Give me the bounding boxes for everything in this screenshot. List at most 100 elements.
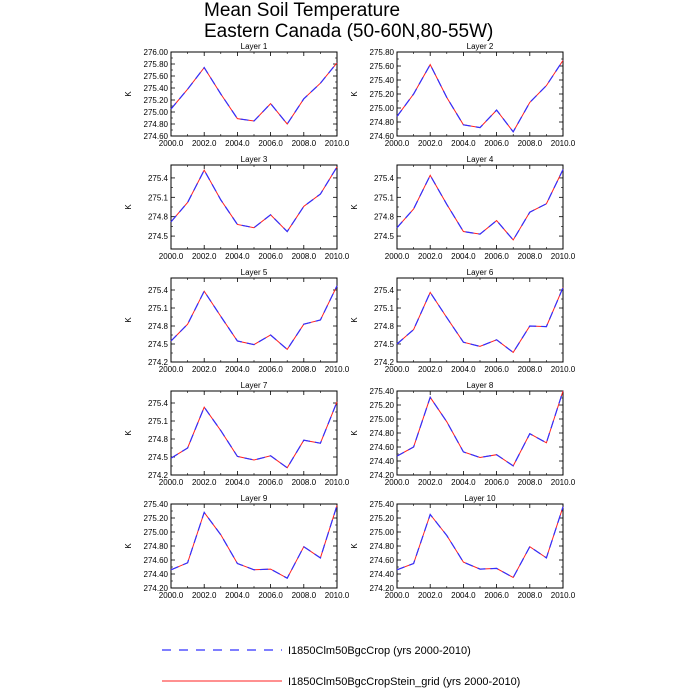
plot-frame — [396, 503, 564, 589]
y-tick-label: 275.20 — [370, 514, 395, 523]
y-tick-label: 274.80 — [144, 542, 169, 551]
series-line-2 — [170, 62, 338, 125]
series-line-2 — [396, 60, 564, 133]
series-line-2 — [170, 505, 338, 579]
series-line-1 — [396, 287, 564, 354]
plot-frame — [170, 503, 338, 589]
y-tick-label: 274.60 — [144, 132, 169, 141]
x-tick-label: 2006.0 — [484, 478, 509, 487]
x-tick-label: 2008.0 — [292, 478, 317, 487]
y-tick-label: 275.40 — [370, 387, 395, 396]
x-tick-label: 2006.0 — [484, 365, 509, 374]
x-tick-label: 2000.0 — [385, 478, 410, 487]
y-tick-label: 274.20 — [370, 584, 395, 593]
y-tick-label: 275.20 — [144, 96, 169, 105]
x-tick-label: 2006.0 — [484, 139, 509, 148]
y-axis-label: K — [124, 543, 133, 549]
x-tick-label: 2006.0 — [484, 591, 509, 600]
x-tick-label: 2010.0 — [325, 139, 350, 148]
y-axis-label: K — [124, 430, 133, 436]
x-tick-label: 2008.0 — [518, 365, 543, 374]
x-tick-label: 2008.0 — [518, 478, 543, 487]
series-line-1 — [170, 401, 338, 469]
legend: I1850Clm50BgcCrop (yrs 2000-2010) I1850Cl… — [162, 645, 520, 688]
series-line-2 — [396, 169, 564, 241]
x-tick-label: 2008.0 — [518, 591, 543, 600]
panel-layer-10: Layer 10 274.20 274.40 274.60 274.80 275.00 27… — [350, 494, 576, 600]
y-tick-label: 275.1 — [374, 193, 395, 202]
x-tick-label: 2004.0 — [225, 478, 250, 487]
series-line-2 — [396, 506, 564, 579]
x-tick-label: 2000.0 — [159, 252, 184, 261]
y-tick-label: 274.8 — [148, 213, 169, 222]
y-axis-label: K — [350, 543, 359, 549]
x-tick-label: 2004.0 — [225, 139, 250, 148]
y-axis-label: K — [124, 317, 133, 323]
y-tick-label: 274.40 — [370, 570, 395, 579]
panel-title: Layer 2 — [467, 42, 494, 51]
y-tick-label: 275.1 — [148, 304, 169, 313]
series-line-1 — [170, 166, 338, 233]
y-tick-label: 274.5 — [148, 453, 169, 462]
x-tick-label: 2000.0 — [159, 591, 184, 600]
panel-layer-3: Layer 3 274.5 274.8 275.1 275.4 2000.0 2002.0 2… — [124, 155, 350, 261]
y-tick-label: 275.00 — [370, 415, 395, 424]
y-axis-label: K — [350, 204, 359, 210]
y-tick-label: 275.40 — [144, 84, 169, 93]
y-tick-label: 275.1 — [374, 304, 395, 313]
y-tick-label: 274.60 — [144, 556, 169, 565]
y-tick-label: 275.1 — [148, 193, 169, 202]
x-tick-label: 2000.0 — [385, 591, 410, 600]
y-tick-label: 274.80 — [144, 120, 169, 129]
y-tick-label: 274.20 — [144, 584, 169, 593]
x-tick-label: 2004.0 — [225, 591, 250, 600]
plot-frame — [396, 390, 564, 476]
y-tick-label: 274.8 — [148, 322, 169, 331]
y-axis-label: K — [350, 430, 359, 436]
x-tick-label: 2002.0 — [418, 478, 443, 487]
panel-title: Layer 8 — [467, 381, 494, 390]
y-tick-label: 275.1 — [148, 417, 169, 426]
y-tick-label: 275.4 — [148, 286, 169, 295]
x-tick-label: 2000.0 — [385, 252, 410, 261]
y-tick-label: 274.60 — [370, 132, 395, 141]
y-tick-label: 274.8 — [374, 322, 395, 331]
plot-frame — [396, 277, 564, 363]
y-tick-label: 274.8 — [148, 435, 169, 444]
x-tick-label: 2008.0 — [292, 139, 317, 148]
panel-title: Layer 3 — [241, 155, 268, 164]
x-tick-label: 2004.0 — [451, 252, 476, 261]
y-tick-label: 275.40 — [370, 500, 395, 509]
x-tick-label: 2002.0 — [192, 478, 217, 487]
series-line-2 — [170, 401, 338, 469]
x-tick-label: 2006.0 — [484, 252, 509, 261]
series-line-2 — [170, 285, 338, 351]
panel-title: Layer 5 — [241, 268, 268, 277]
x-tick-label: 2000.0 — [385, 139, 410, 148]
x-tick-label: 2002.0 — [192, 591, 217, 600]
x-tick-label: 2010.0 — [551, 478, 576, 487]
panel-layer-2: Layer 2 274.60 274.80 275.00 275.20 275.40 275… — [350, 42, 576, 148]
x-tick-label: 2000.0 — [159, 365, 184, 374]
y-tick-label: 275.80 — [144, 60, 169, 69]
x-tick-label: 2010.0 — [325, 478, 350, 487]
y-tick-label: 274.5 — [374, 232, 395, 241]
x-tick-label: 2004.0 — [225, 252, 250, 261]
y-tick-label: 274.2 — [374, 358, 395, 367]
y-tick-label: 275.4 — [148, 399, 169, 408]
y-axis-label: K — [350, 91, 359, 97]
panel-title: Layer 7 — [241, 381, 268, 390]
series-line-2 — [396, 287, 564, 354]
y-tick-label: 275.20 — [144, 514, 169, 523]
x-tick-label: 2002.0 — [418, 252, 443, 261]
panel-layer-4: Layer 4 274.5 274.8 275.1 275.4 2000.0 2002.0 2… — [350, 155, 576, 261]
x-tick-label: 2002.0 — [418, 365, 443, 374]
y-tick-label: 274.80 — [370, 429, 395, 438]
y-tick-label: 275.40 — [144, 500, 169, 509]
x-tick-label: 2010.0 — [551, 365, 576, 374]
panel-layer-5: Layer 5 274.2 274.5 274.8 275.1 275.4 2000.0 20… — [124, 268, 350, 374]
series-line-1 — [396, 506, 564, 579]
y-tick-label: 275.20 — [370, 90, 395, 99]
y-tick-label: 274.80 — [370, 542, 395, 551]
x-tick-label: 2006.0 — [258, 365, 283, 374]
